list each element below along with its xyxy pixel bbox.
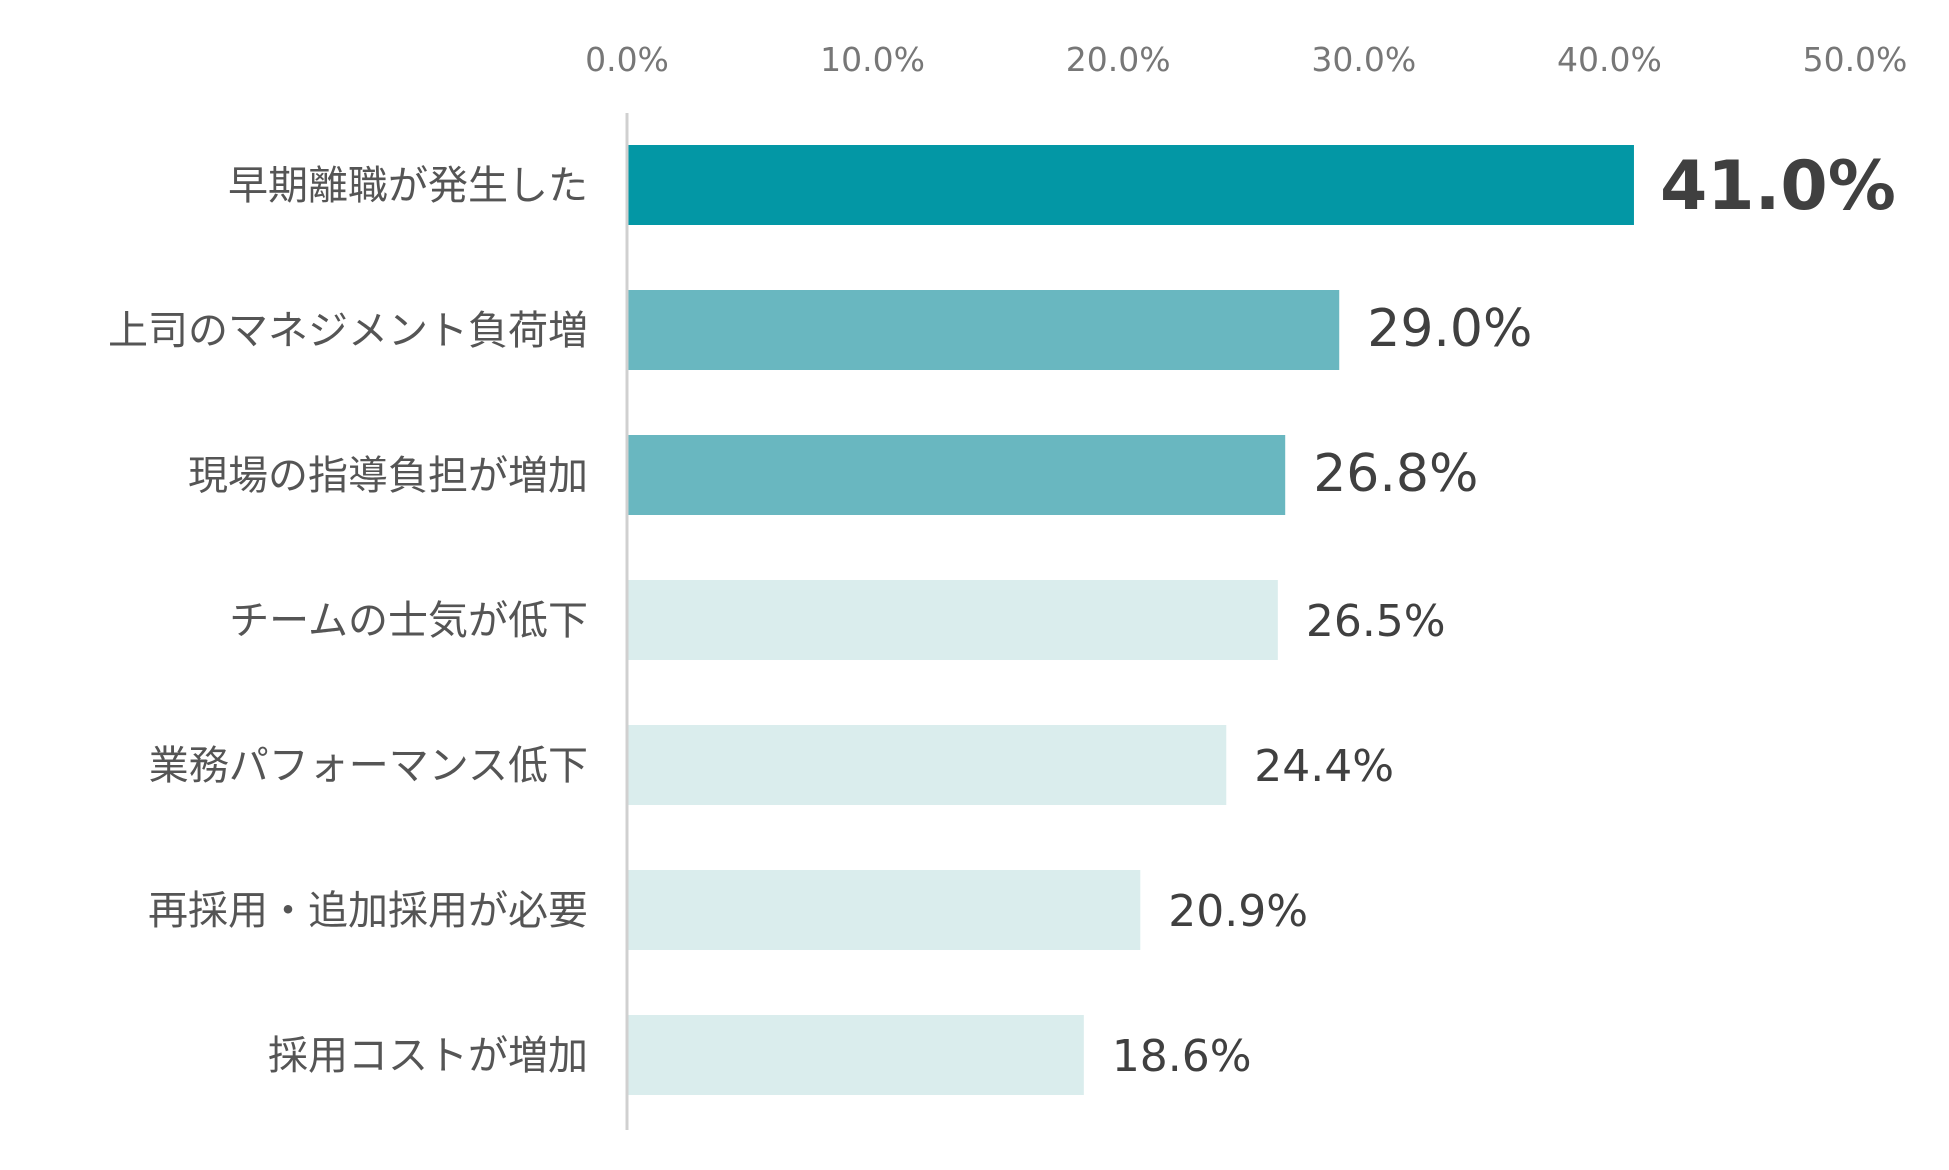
category-labels: 早期離職が発生した上司のマネジメント負荷増現場の指導負担が増加チームの士気が低下…: [108, 163, 588, 1079]
x-tick-label: 0.0%: [585, 40, 669, 79]
data-label: 26.5%: [1306, 596, 1446, 647]
bar: [627, 1015, 1084, 1095]
x-tick-label: 10.0%: [820, 40, 925, 79]
data-label: 20.9%: [1168, 886, 1308, 937]
x-tick-label: 30.0%: [1311, 40, 1416, 79]
bar: [627, 580, 1278, 660]
category-label: 再採用・追加採用が必要: [148, 888, 588, 934]
category-label: 採用コストが増加: [268, 1033, 588, 1079]
bar: [627, 145, 1634, 225]
bar: [627, 435, 1286, 515]
x-tick-label: 20.0%: [1066, 40, 1171, 79]
x-tick-label: 40.0%: [1557, 40, 1662, 79]
x-axis-ticks: 0.0% 10.0% 20.0% 30.0% 40.0% 50.0%: [585, 40, 1907, 79]
data-label: 18.6%: [1112, 1031, 1252, 1082]
value-labels: 41.0% 29.0% 26.8% 26.5% 24.4% 20.9% 18.6%: [1112, 147, 1896, 1082]
category-label: 現場の指導負担が増加: [188, 453, 588, 499]
data-label: 41.0%: [1660, 147, 1896, 226]
category-label: チームの士気が低下: [229, 598, 588, 644]
bar: [627, 870, 1141, 950]
data-label: 29.0%: [1367, 299, 1532, 359]
data-label: 26.8%: [1313, 444, 1478, 504]
x-tick-label: 50.0%: [1803, 40, 1908, 79]
category-label: 業務パフォーマンス低下: [149, 743, 588, 789]
bars: [627, 145, 1634, 1095]
category-label: 上司のマネジメント負荷増: [108, 308, 588, 354]
category-label: 早期離職が発生した: [228, 163, 588, 209]
bar: [627, 290, 1340, 370]
data-label: 24.4%: [1254, 741, 1394, 792]
bar: [627, 725, 1227, 805]
